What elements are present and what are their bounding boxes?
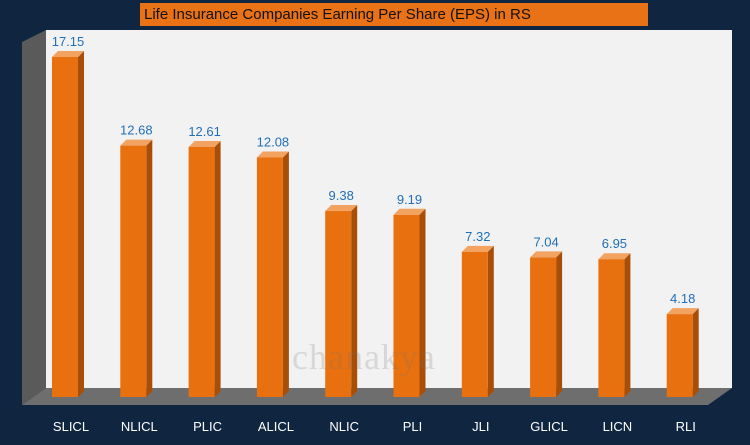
bar-rli	[666, 314, 693, 397]
watermark-logo: chanakya	[292, 337, 436, 377]
x-tick-label-nlicl: NLICL	[121, 419, 158, 434]
x-tick-label-licn: LICN	[603, 419, 633, 434]
bar-top-glicl	[530, 251, 563, 258]
bar-top-rli	[666, 308, 699, 315]
x-axis-tick-labels: SLICL NLICL PLIC ALICL NLIC PLI JLI GLICL LICN RL…	[53, 419, 696, 434]
bar-side-licn	[624, 253, 631, 397]
data-label-alicl: 12.08	[257, 135, 290, 150]
bar-nlic	[325, 211, 352, 397]
bar-side-rli	[692, 308, 699, 397]
bar-top-pli	[393, 208, 426, 215]
x-tick-label-jli: JLI	[472, 419, 489, 434]
bar-alicl	[256, 157, 283, 397]
data-label-jli: 7.32	[465, 229, 490, 244]
data-labels-group: 17.15 12.68 12.61 12.08 9.38 9.19 7.32 7.04 6.95…	[52, 34, 696, 306]
data-label-pli: 9.19	[397, 192, 422, 207]
x-tick-label-alicl: ALICL	[258, 419, 294, 434]
data-label-licn: 6.95	[602, 236, 627, 251]
bar-glicl	[530, 257, 557, 397]
bar-jli	[461, 251, 488, 397]
bar-top-plic	[188, 141, 221, 148]
plot-side-wall	[22, 30, 46, 405]
data-label-slicl: 17.15	[52, 34, 85, 49]
bar-slicl	[52, 57, 78, 397]
bar-side-glicl	[556, 251, 563, 397]
bar-nlicl	[120, 145, 147, 397]
data-label-nlic: 9.38	[329, 188, 354, 203]
bar-side-nlic	[351, 205, 358, 397]
bar-top-licn	[598, 253, 631, 260]
data-label-plic: 12.61	[188, 124, 221, 139]
bar-top-jli	[461, 245, 494, 252]
bar-side-slicl	[78, 51, 84, 397]
data-label-rli: 4.18	[670, 291, 695, 306]
bar-plic	[188, 147, 215, 397]
bar-side-plic	[214, 141, 221, 397]
x-tick-label-nlic: NLIC	[329, 419, 359, 434]
x-tick-label-glicl: GLICL	[530, 419, 568, 434]
chart-title: Life Insurance Companies Earning Per Sha…	[140, 3, 648, 26]
x-tick-label-plic: PLIC	[193, 419, 222, 434]
bar-top-nlicl	[120, 139, 153, 146]
bar-side-alicl	[282, 151, 289, 397]
bars-group	[52, 51, 699, 397]
data-label-glicl: 7.04	[533, 234, 558, 249]
bar-licn	[598, 259, 625, 397]
bar-side-nlicl	[146, 139, 153, 397]
x-tick-label-pli: PLI	[403, 419, 423, 434]
data-label-nlicl: 12.68	[120, 123, 153, 138]
bar-pli	[393, 214, 420, 397]
bar-top-slicl	[52, 51, 84, 57]
x-tick-label-slicl: SLICL	[53, 419, 89, 434]
x-tick-label-rli: RLI	[676, 419, 696, 434]
bar-side-jli	[487, 245, 494, 397]
bar-side-pli	[419, 208, 426, 397]
bar-top-nlic	[325, 205, 358, 212]
bar-top-alicl	[256, 151, 289, 158]
